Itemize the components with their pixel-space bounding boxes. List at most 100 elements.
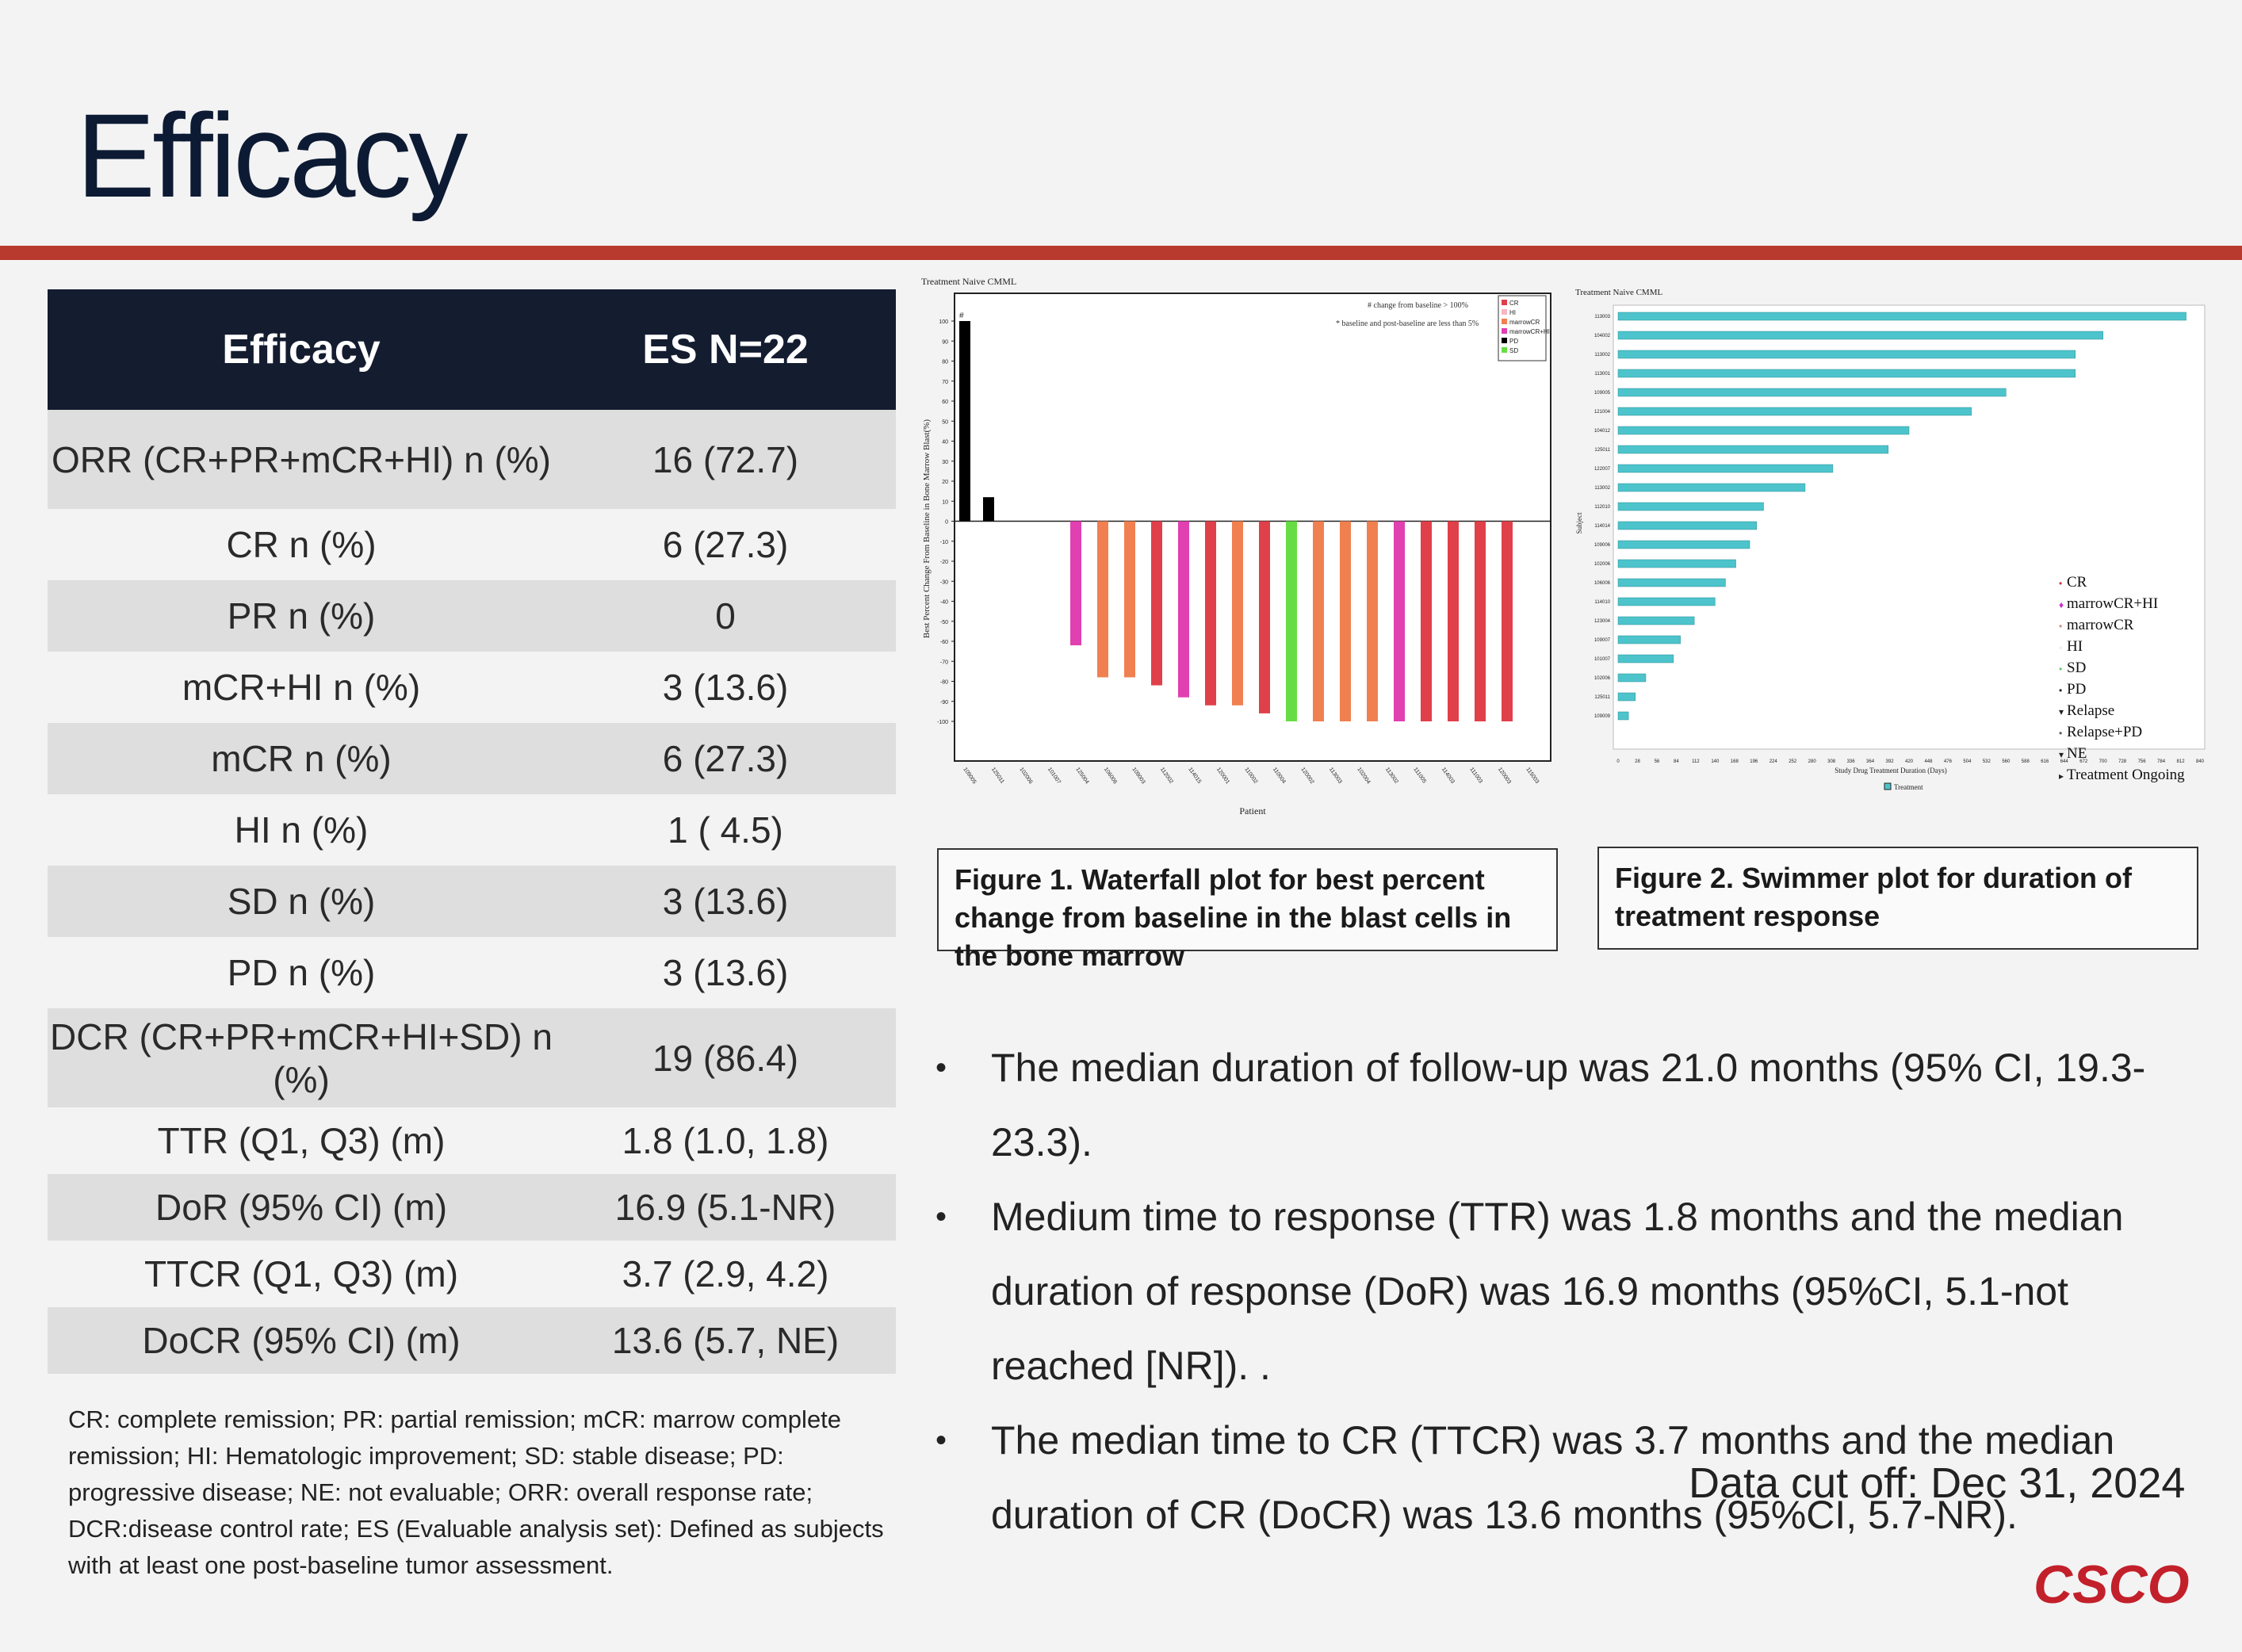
header-efficacy: Efficacy — [222, 327, 381, 373]
fig1-note: * baseline and post-baseline are less th… — [1336, 319, 1479, 328]
x-tick-label: 120002 — [1299, 767, 1314, 785]
row-value: 6 (27.3) — [662, 524, 789, 565]
x-tick-label: 115003 — [1525, 767, 1540, 785]
csco-logo: CSCO — [2033, 1554, 2190, 1615]
slide-title: Efficacy — [76, 89, 468, 222]
y-tick-label: 101007 — [1594, 657, 1611, 662]
y-tick-label: 113002 — [1594, 486, 1610, 491]
y-tick-label: 10 — [942, 499, 948, 505]
x-tick-label: 672 — [2079, 759, 2088, 764]
x-tick-label: 114003 — [1440, 767, 1456, 785]
legend-marker: ▾ — [2059, 749, 2064, 760]
y-tick-label: 125011 — [1594, 448, 1610, 453]
y-tick-label: 112010 — [1594, 505, 1610, 510]
fig2-ylabel: Subject — [1575, 512, 1583, 533]
table-header: Efficacy ES N=22 — [48, 289, 896, 410]
y-tick-label: -60 — [940, 640, 948, 645]
x-tick-label: 112 — [1692, 759, 1700, 764]
x-tick-label: 728 — [2118, 759, 2127, 764]
x-tick-label: 336 — [1847, 759, 1856, 764]
legend-swatch — [1502, 338, 1507, 343]
figure2: Treatment Naive CMML Subject Study Drug … — [1574, 285, 2208, 801]
row-label: TTCR (Q1, Q3) (m) — [143, 1253, 459, 1294]
x-tick-label: 109003 — [1131, 767, 1146, 785]
x-tick-label: 0 — [1616, 759, 1620, 764]
figure2-caption: Figure 2. Swimmer plot for duration of t… — [1597, 847, 2198, 950]
swimmer-bar — [1617, 464, 1834, 473]
swimmer-bar — [1617, 578, 1726, 587]
y-tick-label: 30 — [942, 460, 948, 465]
table-row: TTR (Q1, Q3) (m) 1.8 (1.0, 1.8) — [48, 1107, 896, 1174]
bullet-item: • The median duration of follow-up was 2… — [935, 1031, 2204, 1180]
x-tick-label: 113002 — [1384, 767, 1399, 785]
y-tick-label: 102006 — [1594, 562, 1611, 567]
waterfall-bar — [1448, 521, 1459, 721]
y-tick-label: 104012 — [1594, 429, 1611, 434]
x-tick-label: 120001 — [1215, 767, 1230, 785]
y-tick-label: -100 — [937, 720, 948, 725]
legend-label: marrowCR — [2067, 617, 2134, 633]
y-tick-label: -80 — [940, 680, 948, 686]
bullet-dot: • — [935, 1199, 947, 1234]
x-tick-label: 102004 — [1356, 767, 1371, 785]
legend-marker: ♦ — [2059, 599, 2064, 610]
waterfall-bar — [1259, 521, 1270, 713]
legend-swatch — [1502, 319, 1507, 324]
y-tick-label: 114010 — [1594, 600, 1610, 605]
y-tick-label: 114014 — [1594, 524, 1610, 529]
x-tick-label: 101007 — [1046, 767, 1062, 785]
waterfall-bar — [1340, 521, 1351, 721]
y-tick-label: -70 — [940, 660, 948, 665]
waterfall-bar — [1502, 521, 1513, 721]
row-label: mCR+HI n (%) — [182, 667, 421, 708]
y-tick-label: -40 — [940, 600, 948, 606]
table-row: PR n (%) 0 — [48, 580, 896, 652]
swimmer-bar — [1617, 369, 2076, 378]
swimmer-bar — [1617, 388, 2007, 397]
row-value: 3 (13.6) — [662, 952, 789, 993]
row-label: SD n (%) — [227, 881, 376, 922]
waterfall-bar — [959, 321, 970, 522]
fig2-header: Treatment Naive CMML — [1575, 288, 1662, 297]
y-tick-label: 0 — [945, 520, 948, 526]
swimmer-bar — [1617, 654, 1674, 663]
row-label: DoCR (95% CI) (m) — [142, 1320, 461, 1361]
y-tick-label: 125011 — [1594, 695, 1610, 700]
fig2-legend-bottom: Treatment — [1894, 783, 1923, 791]
swimmer-bar — [1617, 616, 1695, 625]
y-tick-label: 106006 — [1594, 581, 1611, 586]
legend-label: HI — [2067, 638, 2083, 655]
table-row: HI n (%) 1 ( 4.5) — [48, 794, 896, 866]
y-tick-label: -50 — [940, 620, 948, 625]
legend-label: SD — [2067, 660, 2086, 676]
figure1: Treatment Naive CMML Best Percent Change… — [920, 273, 1554, 828]
y-tick-label: -20 — [940, 560, 948, 565]
y-tick-label: 113001 — [1594, 372, 1610, 377]
waterfall-bar — [1205, 521, 1216, 706]
swimmer-bar — [1617, 597, 1716, 606]
legend-label: marrowCR+HI — [2067, 595, 2158, 612]
x-tick-label: 196 — [1750, 759, 1758, 764]
row-value: 16.9 (5.1-NR) — [614, 1187, 836, 1228]
row-value: 19 (86.4) — [652, 1037, 799, 1079]
y-tick-label: 104002 — [1594, 334, 1611, 338]
row-value: 1 ( 4.5) — [668, 809, 783, 851]
row-value: 13.6 (5.7, NE) — [611, 1320, 840, 1361]
row-label: TTR (Q1, Q3) (m) — [157, 1120, 446, 1161]
swimmer-bar — [1617, 407, 1972, 416]
legend-marker: ◦ — [2059, 642, 2062, 653]
swimmer-bar — [1617, 692, 1636, 702]
bullet-text: The median time to CR (TTCR) was 3.7 mon… — [991, 1418, 2115, 1537]
x-tick-label: 476 — [1944, 759, 1953, 764]
x-tick-label: 812 — [2177, 759, 2186, 764]
legend-marker: • — [2059, 728, 2062, 739]
y-tick-label: 40 — [942, 440, 948, 446]
y-tick-label: 50 — [942, 419, 948, 425]
x-tick-label: 280 — [1808, 759, 1817, 764]
x-tick-label: 616 — [2041, 759, 2049, 764]
legend-marker: • — [2059, 621, 2062, 632]
x-tick-label: 111005 — [1412, 767, 1427, 784]
x-tick-label: 56 — [1655, 759, 1660, 764]
figure1-caption: Figure 1. Waterfall plot for best percen… — [937, 848, 1558, 972]
legend-swatch — [1502, 309, 1507, 315]
